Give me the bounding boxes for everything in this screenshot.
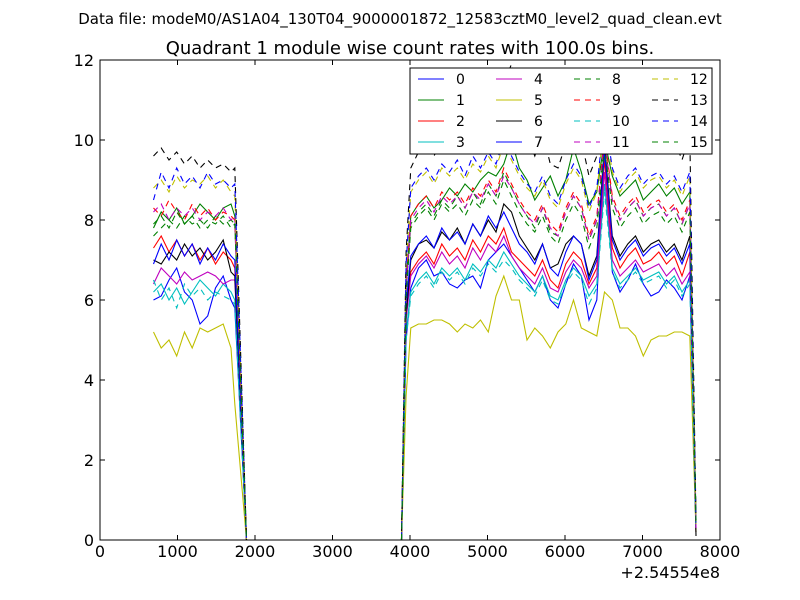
legend-label-6: 6 (534, 114, 543, 130)
legend-label-15: 15 (690, 135, 708, 151)
x-tick-label: 0 (95, 542, 105, 561)
series-line-7 (152, 151, 697, 540)
y-tick-label: 0 (84, 531, 94, 550)
series-line-1 (153, 138, 697, 540)
legend-label-10: 10 (612, 114, 630, 130)
series-line-2 (153, 159, 697, 540)
series-line-10 (152, 191, 697, 540)
series-line-4 (153, 171, 697, 540)
series-line-14 (152, 115, 697, 540)
legend-label-0: 0 (456, 72, 465, 88)
series-line-15 (153, 147, 697, 540)
legend-label-2: 2 (456, 114, 465, 130)
legend-label-4: 4 (534, 72, 543, 88)
axes-layer: 0 1000 2000 3000 4000 5000 6000 7000 80000246810… (74, 51, 741, 561)
x-tick-label: 5000 (467, 542, 508, 561)
suptitle: Data file: modeM0/AS1A04_130T04_90000018… (78, 10, 722, 29)
legend-label-7: 7 (534, 135, 543, 151)
x-tick-label: 6000 (545, 542, 586, 561)
y-tick-label: 12 (74, 51, 94, 70)
series-line-12 (153, 119, 697, 540)
y-tick-label: 2 (84, 451, 94, 470)
legend-label-13: 13 (690, 93, 708, 109)
series-line-3 (153, 183, 697, 540)
legend-box (409, 67, 713, 155)
x-tick-label: 7000 (622, 542, 663, 561)
y-tick-label: 10 (74, 131, 94, 150)
legend-label-14: 14 (690, 114, 708, 130)
legend-label-11: 11 (612, 135, 630, 151)
x-offset-label: +2.54554e8 (620, 563, 720, 582)
legend-label-8: 8 (612, 72, 621, 88)
legend-label-5: 5 (534, 93, 543, 109)
y-tick-label: 8 (84, 211, 94, 230)
y-tick-label: 4 (84, 371, 94, 390)
series-line-9 (153, 135, 697, 540)
series-line-5 (153, 274, 697, 540)
series-line-8 (153, 139, 697, 540)
legend-label-3: 3 (456, 135, 465, 151)
series-line-6 (153, 143, 697, 540)
legend-label-9: 9 (612, 93, 621, 109)
x-tick-label: 4000 (390, 542, 431, 561)
x-tick-label: 3000 (312, 542, 353, 561)
chart-title: Quadrant 1 module wise count rates with … (166, 38, 655, 59)
x-tick-label: 2000 (235, 542, 276, 561)
y-tick-label: 6 (84, 291, 94, 310)
legend-label-12: 12 (690, 72, 708, 88)
x-tick-label: 8000 (700, 542, 741, 561)
x-tick-label: 1000 (157, 542, 198, 561)
legend-label-1: 1 (456, 93, 465, 109)
